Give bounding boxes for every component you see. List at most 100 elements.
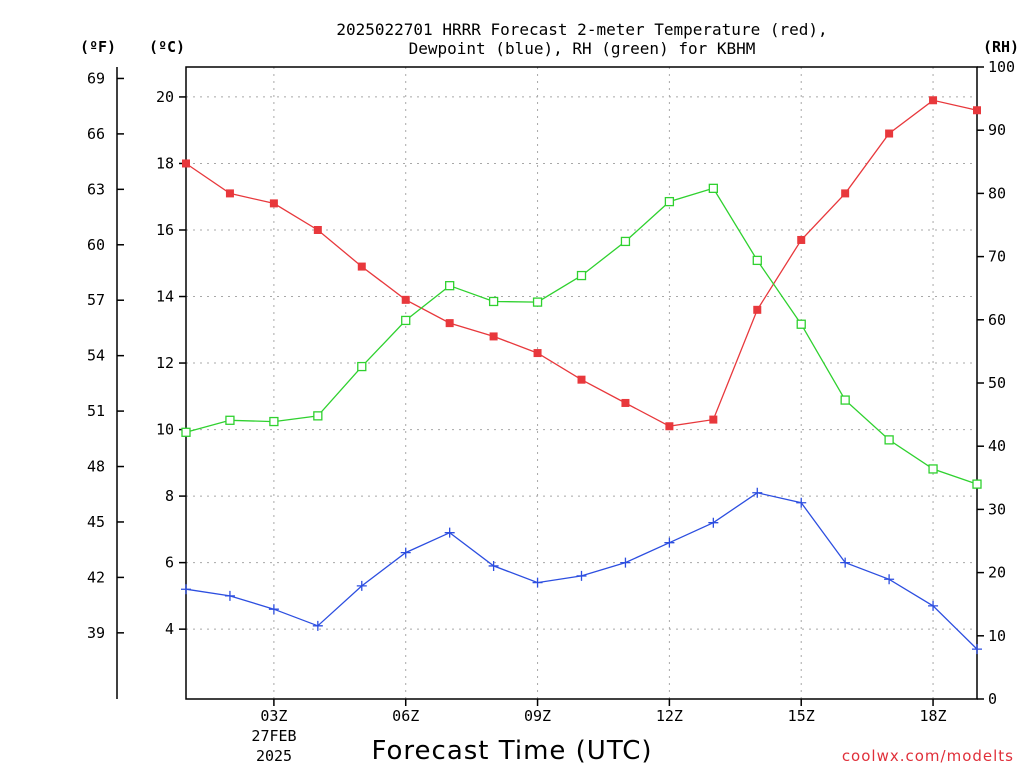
- rh-point: [445, 281, 455, 291]
- dewpoint-point: [356, 580, 367, 591]
- fahrenheit-unit-label: (ºF): [80, 38, 116, 56]
- dewpoint-point: [928, 600, 939, 611]
- temperature-point: [182, 159, 190, 168]
- fahrenheit-tick-label: 51: [87, 402, 105, 420]
- temperature-point: [709, 415, 718, 424]
- fahrenheit-tick-label: 39: [87, 624, 105, 642]
- dewpoint-point: [972, 644, 982, 655]
- x-axis-title: Forecast Time (UTC): [371, 736, 652, 766]
- x-tick-label: 06Z: [392, 707, 419, 725]
- rh-tick-label: 40: [988, 437, 1006, 455]
- temperature-point: [489, 332, 498, 341]
- temperature-point: [885, 129, 894, 138]
- rh-point: [664, 196, 675, 207]
- fahrenheit-tick-label: 63: [87, 180, 105, 198]
- temperature-point: [225, 189, 234, 198]
- axes-layer: [116, 66, 978, 700]
- fahrenheit-tick-label: 42: [87, 568, 105, 586]
- celsius-tick-label: 20: [156, 88, 174, 106]
- chart-title-line-1: 2025022701 HRRR Forecast 2-meter Tempera…: [336, 20, 827, 39]
- celsius-tick-label: 8: [165, 487, 174, 505]
- rh-point: [620, 236, 631, 247]
- x-tick-label: 12Z: [656, 707, 683, 725]
- temperature-point: [973, 106, 981, 115]
- dewpoint-point: [532, 577, 543, 588]
- temperature-point: [577, 375, 586, 384]
- temperature-point: [269, 199, 278, 208]
- rh-tick-label: 10: [988, 627, 1006, 645]
- x-date-label: 27FEB: [251, 727, 296, 745]
- fahrenheit-tick-label: 69: [87, 69, 105, 87]
- rh-tick-label: 100: [988, 58, 1015, 76]
- x-tick-label: 09Z: [524, 707, 551, 725]
- temperature-point: [753, 305, 762, 314]
- dewpoint-point: [796, 497, 807, 508]
- x-tick-label: 03Z: [260, 707, 287, 725]
- fahrenheit-tick-label: 66: [87, 125, 105, 143]
- celsius-tick-label: 14: [156, 288, 174, 306]
- credit-text: coolwx.com/modelts: [842, 747, 1014, 765]
- series-layer: [181, 96, 982, 655]
- dewpoint-point: [312, 620, 323, 631]
- temperature-point: [665, 422, 674, 431]
- rh-tick-label: 60: [988, 311, 1006, 329]
- dewpoint-point: [752, 487, 763, 498]
- temperature-point: [357, 262, 366, 271]
- rh-tick-label: 70: [988, 248, 1006, 266]
- fahrenheit-tick-label: 45: [87, 513, 105, 531]
- rh-line: [185, 187, 978, 485]
- rh-tick-label: 0: [988, 690, 997, 708]
- ticks-layer: 4 6 8 10 12 14 16 18 20 03Z 06Z 09Z 12Z 15Z 18Z 39 42 45 4…: [87, 58, 1015, 725]
- celsius-tick-label: 18: [156, 154, 174, 172]
- dewpoint-point: [840, 557, 851, 568]
- x-tick-label: 15Z: [788, 707, 815, 725]
- dewpoint-point: [884, 574, 895, 585]
- chart-title-line-2: Dewpoint (blue), RH (green) for KBHM: [409, 39, 756, 58]
- rh-series: [181, 183, 982, 489]
- rh-point: [752, 255, 762, 266]
- celsius-tick-label: 16: [156, 221, 174, 239]
- rh-tick-label: 90: [988, 121, 1006, 139]
- temperature-point: [445, 319, 454, 328]
- dewpoint-point: [576, 570, 587, 581]
- celsius-tick-label: 4: [165, 620, 174, 638]
- dewpoint-point: [664, 537, 675, 548]
- rh-point: [488, 296, 499, 307]
- rh-tick-label: 20: [988, 564, 1006, 582]
- rh-tick-label: 80: [988, 184, 1006, 202]
- dewpoint-point: [400, 547, 411, 558]
- rh-point: [796, 319, 806, 329]
- rh-point: [708, 183, 718, 193]
- celsius-tick-label: 10: [156, 421, 174, 439]
- rh-point: [269, 416, 279, 427]
- x-tick-label: 18Z: [920, 707, 947, 725]
- temperature-point: [313, 225, 322, 234]
- temperature-series: [182, 96, 981, 431]
- dewpoint-point: [224, 590, 235, 601]
- temperature-point: [929, 96, 938, 105]
- temperature-point: [797, 235, 806, 244]
- dewpoint-point: [444, 527, 455, 538]
- dewpoint-point: [620, 557, 631, 568]
- rh-point: [532, 297, 543, 307]
- rh-unit-label: (RH): [983, 38, 1019, 56]
- dewpoint-point: [488, 560, 499, 571]
- rh-point: [401, 315, 411, 326]
- dewpoint-point: [268, 604, 279, 615]
- fahrenheit-tick-label: 48: [87, 458, 105, 476]
- rh-point: [884, 435, 894, 445]
- rh-point: [928, 464, 938, 474]
- rh-point: [357, 361, 367, 372]
- rh-point: [181, 427, 191, 437]
- rh-tick-label: 50: [988, 374, 1006, 392]
- rh-tick-label: 30: [988, 500, 1006, 518]
- dewpoint-point: [181, 584, 191, 595]
- rh-point: [972, 479, 982, 489]
- celsius-tick-label: 6: [165, 554, 174, 572]
- fahrenheit-tick-label: 60: [87, 236, 105, 254]
- dewpoint-series: [181, 487, 982, 655]
- celsius-unit-label: (ºC): [149, 38, 185, 56]
- rh-point: [576, 270, 587, 281]
- temperature-point: [621, 398, 630, 407]
